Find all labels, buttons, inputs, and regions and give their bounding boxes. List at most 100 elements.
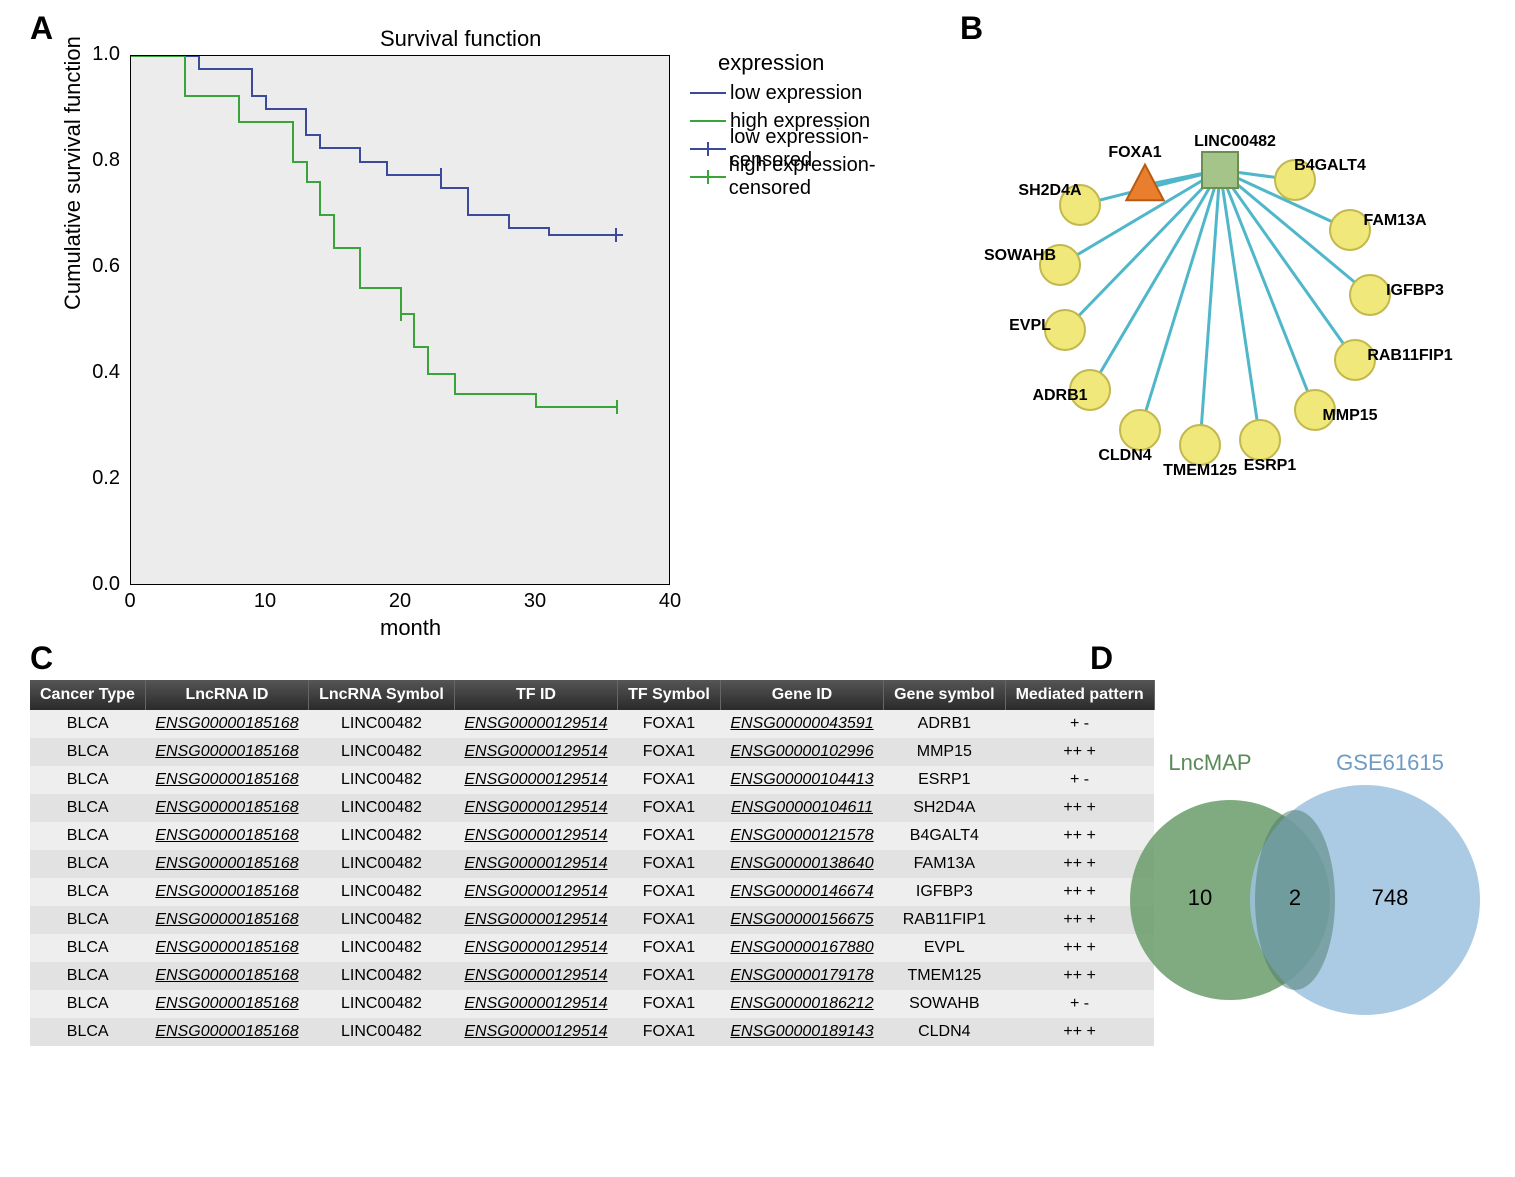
table-cell: ENSG00000129514 bbox=[454, 878, 617, 906]
venn-diagram: LncMAP GSE61615 10 2 748 bbox=[1100, 730, 1500, 1050]
table-cell: LINC00482 bbox=[309, 766, 455, 794]
table-cell: FOXA1 bbox=[618, 766, 721, 794]
panel-label-b: B bbox=[960, 10, 983, 47]
table-cell: BLCA bbox=[30, 1018, 145, 1046]
table-cell: ENSG00000129514 bbox=[454, 822, 617, 850]
table-cell: ENSG00000129514 bbox=[454, 794, 617, 822]
svg-text:748: 748 bbox=[1372, 885, 1409, 910]
panel-label-d: D bbox=[1090, 640, 1113, 677]
table-cell: BLCA bbox=[30, 934, 145, 962]
table-row: BLCAENSG00000185168LINC00482ENSG00000129… bbox=[30, 710, 1154, 738]
table-cell: FOXA1 bbox=[618, 794, 721, 822]
svg-text:RAB11FIP1: RAB11FIP1 bbox=[1367, 347, 1452, 364]
table-cell: ENSG00000121578 bbox=[720, 822, 883, 850]
y-tick: 0.2 bbox=[80, 467, 120, 490]
table-cell: LINC00482 bbox=[309, 990, 455, 1018]
table-cell: RAB11FIP1 bbox=[884, 906, 1005, 934]
table-cell: LINC00482 bbox=[309, 878, 455, 906]
table-cell: ENSG00000179178 bbox=[720, 962, 883, 990]
table-cell: LINC00482 bbox=[309, 850, 455, 878]
svg-text:2: 2 bbox=[1289, 885, 1301, 910]
table-cell: ENSG00000104413 bbox=[720, 766, 883, 794]
table-cell: ENSG00000185168 bbox=[145, 738, 308, 766]
table-row: BLCAENSG00000185168LINC00482ENSG00000129… bbox=[30, 822, 1154, 850]
table-cell: ENSG00000129514 bbox=[454, 962, 617, 990]
table-cell: FOXA1 bbox=[618, 878, 721, 906]
table-cell: ENSG00000185168 bbox=[145, 990, 308, 1018]
table-cell: EVPL bbox=[884, 934, 1005, 962]
table-header: Gene symbol bbox=[884, 680, 1005, 710]
table-cell: ENSG00000102996 bbox=[720, 738, 883, 766]
table-header: Mediated pattern bbox=[1005, 680, 1154, 710]
svg-text:GSE61615: GSE61615 bbox=[1336, 750, 1444, 775]
table-header: TF ID bbox=[454, 680, 617, 710]
table-cell: BLCA bbox=[30, 878, 145, 906]
table-cell: ENSG00000185168 bbox=[145, 878, 308, 906]
table-cell: ENSG00000185168 bbox=[145, 906, 308, 934]
svg-text:EVPL: EVPL bbox=[1009, 317, 1051, 334]
table-cell: LINC00482 bbox=[309, 934, 455, 962]
table-cell: ENSG00000129514 bbox=[454, 738, 617, 766]
svg-text:TMEM125: TMEM125 bbox=[1163, 462, 1237, 479]
table-cell: ENSG00000129514 bbox=[454, 1018, 617, 1046]
table-cell: IGFBP3 bbox=[884, 878, 1005, 906]
svg-text:CLDN4: CLDN4 bbox=[1098, 447, 1151, 464]
svg-text:IGFBP3: IGFBP3 bbox=[1386, 282, 1444, 299]
table-cell: FOXA1 bbox=[618, 850, 721, 878]
table-row: BLCAENSG00000185168LINC00482ENSG00000129… bbox=[30, 850, 1154, 878]
table-cell: ENSG00000138640 bbox=[720, 850, 883, 878]
svg-text:ADRB1: ADRB1 bbox=[1032, 387, 1087, 404]
chart-legend: expression low expression high expression… bbox=[690, 50, 950, 192]
table-header: Cancer Type bbox=[30, 680, 145, 710]
table-cell: ENSG00000129514 bbox=[454, 766, 617, 794]
table-cell: ENSG00000129514 bbox=[454, 906, 617, 934]
table-cell: LINC00482 bbox=[309, 822, 455, 850]
table-cell: BLCA bbox=[30, 990, 145, 1018]
table-cell: BLCA bbox=[30, 850, 145, 878]
table-cell: BLCA bbox=[30, 794, 145, 822]
table-header: LncRNA Symbol bbox=[309, 680, 455, 710]
table-header: TF Symbol bbox=[618, 680, 721, 710]
network-diagram: LINC00482FOXA1B4GALT4FAM13AIGFBP3RAB11FI… bbox=[950, 100, 1470, 500]
table-cell: ENSG00000129514 bbox=[454, 934, 617, 962]
table-row: BLCAENSG00000185168LINC00482ENSG00000129… bbox=[30, 990, 1154, 1018]
table-cell: ENSG00000129514 bbox=[454, 850, 617, 878]
table-cell: ENSG00000185168 bbox=[145, 766, 308, 794]
table-cell: ENSG00000185168 bbox=[145, 850, 308, 878]
table-cell: ENSG00000185168 bbox=[145, 962, 308, 990]
table-header: LncRNA ID bbox=[145, 680, 308, 710]
legend-item: high expression-censored bbox=[690, 164, 950, 190]
table-row: BLCAENSG00000185168LINC00482ENSG00000129… bbox=[30, 794, 1154, 822]
table-cell: FOXA1 bbox=[618, 990, 721, 1018]
svg-text:SOWAHB: SOWAHB bbox=[984, 247, 1056, 264]
table-cell: FOXA1 bbox=[618, 710, 721, 738]
svg-text:LncMAP: LncMAP bbox=[1168, 750, 1251, 775]
svg-text:10: 10 bbox=[1188, 885, 1212, 910]
table-cell: LINC00482 bbox=[309, 738, 455, 766]
table-cell: ENSG00000185168 bbox=[145, 822, 308, 850]
table-cell: ADRB1 bbox=[884, 710, 1005, 738]
table-cell: LINC00482 bbox=[309, 794, 455, 822]
legend-label: low expression bbox=[730, 82, 862, 105]
svg-text:ESRP1: ESRP1 bbox=[1244, 457, 1297, 474]
table-body: BLCAENSG00000185168LINC00482ENSG00000129… bbox=[30, 710, 1154, 1046]
table-cell: ENSG00000189143 bbox=[720, 1018, 883, 1046]
table-cell: ENSG00000185168 bbox=[145, 934, 308, 962]
legend-label: high expression-censored bbox=[729, 154, 950, 200]
table-cell: FOXA1 bbox=[618, 906, 721, 934]
panel-label-c: C bbox=[30, 640, 53, 677]
table-row: BLCAENSG00000185168LINC00482ENSG00000129… bbox=[30, 1018, 1154, 1046]
table-cell: BLCA bbox=[30, 906, 145, 934]
legend-title: expression bbox=[718, 50, 950, 76]
table-cell: BLCA bbox=[30, 962, 145, 990]
table-cell: BLCA bbox=[30, 822, 145, 850]
table-row: BLCAENSG00000185168LINC00482ENSG00000129… bbox=[30, 878, 1154, 906]
table-row: BLCAENSG00000185168LINC00482ENSG00000129… bbox=[30, 906, 1154, 934]
svg-text:FAM13A: FAM13A bbox=[1363, 212, 1427, 229]
table-cell: ENSG00000104611 bbox=[720, 794, 883, 822]
survival-svg bbox=[131, 56, 671, 586]
x-axis-label: month bbox=[380, 615, 441, 641]
table-cell: ENSG00000043591 bbox=[720, 710, 883, 738]
table-cell: BLCA bbox=[30, 738, 145, 766]
table-cell: FOXA1 bbox=[618, 738, 721, 766]
